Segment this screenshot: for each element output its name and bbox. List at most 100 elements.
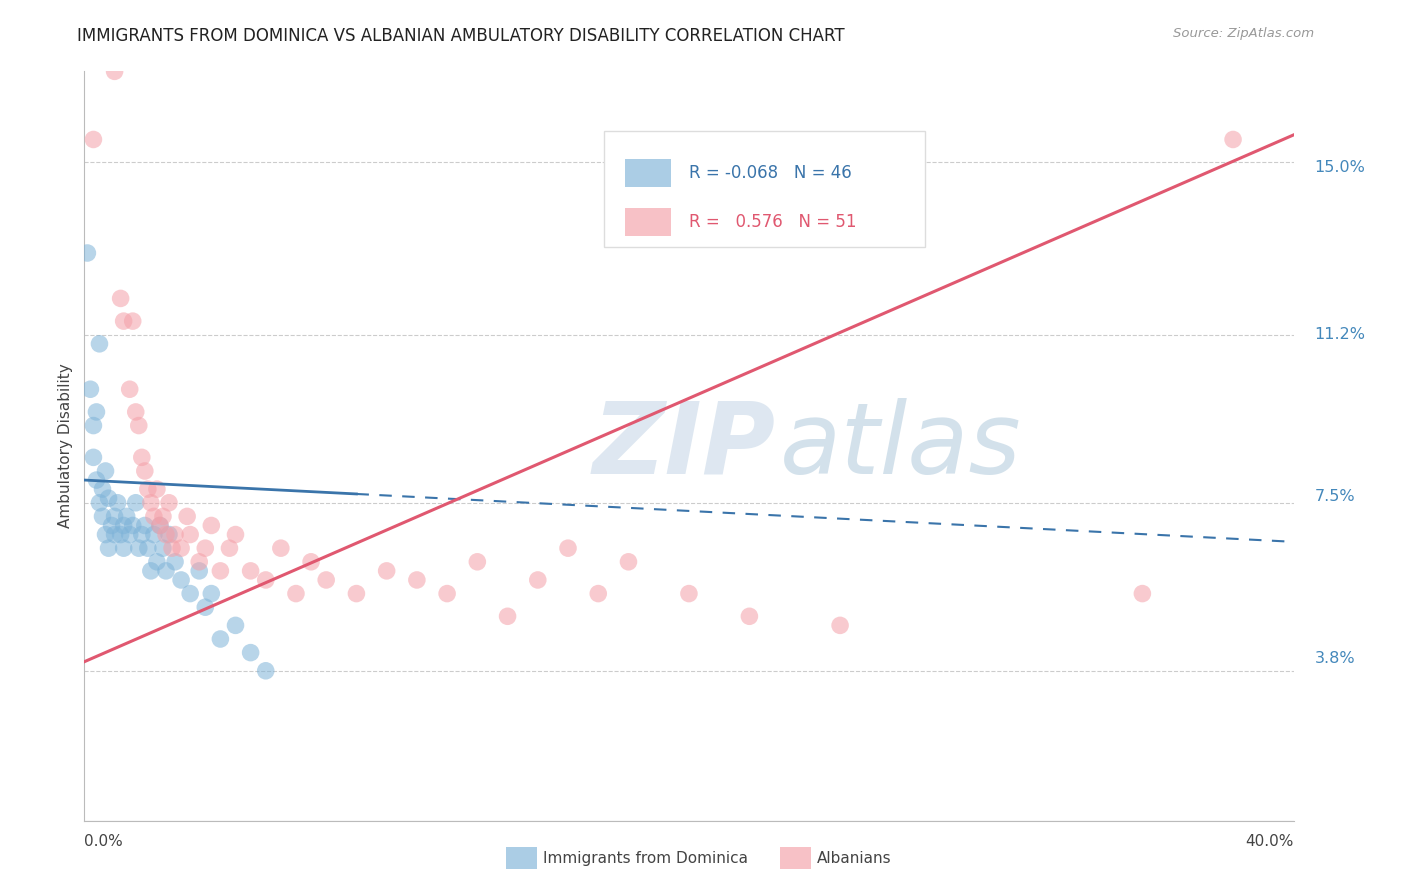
Point [299, 555, 322, 569]
Point [170, 541, 193, 556]
Point [146, 482, 169, 496]
Point [225, 618, 247, 632]
Point [200, 586, 222, 600]
Point [467, 555, 489, 569]
Point [110, 292, 132, 306]
Point [176, 509, 198, 524]
Point [346, 586, 368, 600]
Point [527, 573, 550, 587]
Point [79, 382, 101, 396]
Point [128, 541, 150, 556]
Point [218, 541, 240, 556]
Point [315, 573, 337, 587]
Point [97, 541, 120, 556]
Text: 40.0%: 40.0% [1246, 834, 1294, 849]
Text: IMMIGRANTS FROM DOMINICA VS ALBANIAN AMBULATORY DISABILITY CORRELATION CHART: IMMIGRANTS FROM DOMINICA VS ALBANIAN AMB… [77, 27, 845, 45]
Point [131, 450, 153, 465]
Point [121, 518, 143, 533]
Point [170, 573, 193, 587]
Point [112, 541, 135, 556]
Point [149, 518, 172, 533]
Point [104, 527, 127, 541]
Point [142, 509, 165, 524]
Point [179, 586, 201, 600]
Point [86, 405, 108, 419]
Point [118, 382, 141, 396]
Point [209, 632, 232, 646]
Point [82, 418, 104, 433]
Point [125, 496, 148, 510]
Point [830, 618, 852, 632]
Point [149, 518, 172, 533]
Point [82, 132, 104, 146]
Point [157, 496, 180, 510]
Point [139, 564, 162, 578]
Point [194, 600, 217, 615]
Point [200, 518, 222, 533]
Point [112, 518, 135, 533]
Point [152, 509, 174, 524]
Point [91, 509, 114, 524]
Point [125, 405, 148, 419]
Point [146, 555, 169, 569]
Point [155, 527, 177, 541]
Point [94, 527, 117, 541]
Point [91, 482, 114, 496]
Text: R = -0.068   N = 46: R = -0.068 N = 46 [689, 164, 852, 182]
Point [254, 573, 277, 587]
Point [165, 555, 187, 569]
Point [155, 564, 177, 578]
Point [136, 541, 159, 556]
Point [270, 541, 292, 556]
Point [128, 418, 150, 433]
Point [142, 527, 165, 541]
Point [97, 491, 120, 506]
Point [188, 555, 211, 569]
Point [94, 464, 117, 478]
Point [118, 527, 141, 541]
Point [152, 541, 174, 556]
Text: 15.0%: 15.0% [1315, 161, 1365, 176]
Text: 0.0%: 0.0% [84, 834, 124, 849]
FancyBboxPatch shape [624, 159, 671, 187]
Point [136, 482, 159, 496]
Point [157, 527, 180, 541]
Point [134, 464, 156, 478]
Point [89, 496, 111, 510]
Point [406, 573, 429, 587]
Text: Immigrants from Dominica: Immigrants from Dominica [543, 851, 748, 865]
Text: ZIP: ZIP [592, 398, 775, 494]
Point [112, 314, 135, 328]
Point [209, 564, 232, 578]
Point [134, 518, 156, 533]
Point [121, 314, 143, 328]
Point [239, 564, 262, 578]
Point [107, 496, 129, 510]
Point [179, 527, 201, 541]
Text: 3.8%: 3.8% [1315, 651, 1355, 665]
Point [165, 527, 187, 541]
Y-axis label: Ambulatory Disability: Ambulatory Disability [58, 364, 73, 528]
Text: R =   0.576   N = 51: R = 0.576 N = 51 [689, 213, 856, 231]
Point [496, 609, 519, 624]
Point [617, 555, 640, 569]
Point [239, 646, 262, 660]
Point [89, 336, 111, 351]
Point [82, 450, 104, 465]
Point [188, 564, 211, 578]
Point [436, 586, 458, 600]
Point [375, 564, 398, 578]
Point [225, 527, 247, 541]
Point [160, 541, 183, 556]
Point [86, 473, 108, 487]
Point [678, 586, 700, 600]
Point [76, 246, 98, 260]
Point [254, 664, 277, 678]
Text: 11.2%: 11.2% [1315, 326, 1365, 342]
Point [194, 541, 217, 556]
Point [557, 541, 579, 556]
Text: Albanians: Albanians [817, 851, 891, 865]
Point [139, 496, 162, 510]
Text: atlas: atlas [780, 398, 1021, 494]
Point [110, 527, 132, 541]
